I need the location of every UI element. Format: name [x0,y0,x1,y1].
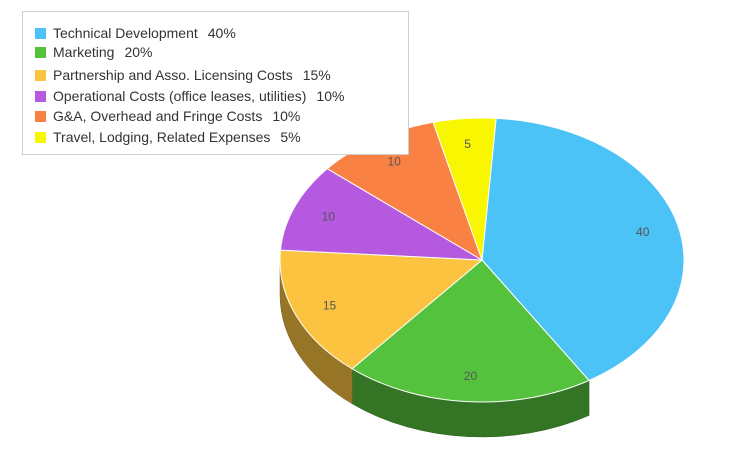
legend-item[interactable]: G&A, Overhead and Fringe Costs 10% [35,107,300,125]
legend-percent: 10% [272,108,301,124]
legend-swatch [35,110,46,122]
legend-item[interactable]: Marketing 20% [35,43,153,61]
legend-label: Operational Costs (office leases, utilit… [53,88,307,104]
legend-item[interactable]: Technical Development 40% [35,24,236,42]
legend-percent: 40% [207,25,236,41]
pie-slice[interactable] [351,259,590,403]
legend-item[interactable]: Partnership and Asso. Licensing Costs 15… [35,66,331,84]
legend-percent: 20% [124,44,153,60]
pie-value-label: 20 [464,369,478,383]
legend-label: Marketing [53,44,115,60]
pie-slice[interactable] [279,168,483,261]
legend-swatch [35,90,46,102]
pie-slices [279,117,685,403]
pie-value-label: 10 [388,154,402,168]
legend-label: Travel, Lodging, Related Expenses [53,129,271,145]
pie-value-label: 5 [464,137,471,151]
legend-swatch [35,46,46,58]
legend-percent: 5% [280,129,301,145]
legend-percent: 15% [302,67,331,83]
pie-value-label: 40 [636,225,650,239]
legend-item[interactable]: Travel, Lodging, Related Expenses 5% [35,128,301,146]
legend-label: G&A, Overhead and Fringe Costs [53,108,263,124]
pie-slice[interactable] [432,117,497,261]
pie-slice[interactable] [279,249,484,370]
legend-swatch [35,27,46,39]
pie-value-labels: 40 20 15 10 10 5 [322,137,650,383]
pie-value-label: 10 [322,209,336,223]
legend-label: Partnership and Asso. Licensing Costs [53,67,293,83]
legend-label: Technical Development [53,25,198,41]
legend: Technical Development 40% Marketing 20% … [22,11,409,155]
pie-slice[interactable] [481,117,685,382]
legend-swatch [35,131,46,143]
legend-item[interactable]: Operational Costs (office leases, utilit… [35,87,344,105]
legend-swatch [35,69,46,81]
pie-value-label: 15 [323,298,337,312]
legend-percent: 10% [316,88,345,104]
